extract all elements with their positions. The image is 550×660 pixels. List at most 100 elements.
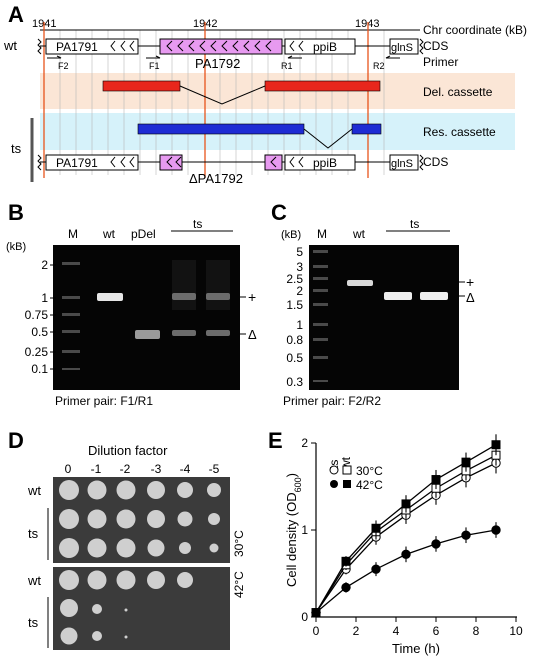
ladder-b bbox=[62, 262, 80, 370]
band-ts2-delta bbox=[206, 330, 230, 336]
legend-marker-wt-42c bbox=[343, 480, 351, 488]
res-cassette-right-arm bbox=[351, 123, 382, 135]
lane-ts-b: ts bbox=[193, 217, 202, 231]
break-left-top bbox=[37, 38, 42, 55]
band-ts2-delta-c bbox=[420, 292, 448, 300]
break-right-top bbox=[419, 38, 424, 55]
legend-marker-wt-30c bbox=[342, 465, 352, 475]
track-label-primer: Primer bbox=[423, 55, 458, 69]
ladder-c-0-5: 0.5 bbox=[286, 351, 303, 365]
break-left-bottom bbox=[37, 154, 42, 171]
ladder-c-1: 1 bbox=[296, 318, 303, 332]
row-label-ts-42c: ts bbox=[28, 615, 39, 630]
lane-m-c: M bbox=[317, 227, 327, 241]
row-label-wt: wt bbox=[3, 38, 17, 53]
panel-a: A 1941 1942 1943 Chr coordinate (kB) bbox=[3, 2, 527, 186]
dilution-4: -4 bbox=[180, 462, 191, 476]
plate-30c bbox=[53, 477, 230, 563]
data-point bbox=[371, 564, 381, 574]
gene-glns-label-bottom: glnS bbox=[391, 158, 413, 170]
data-point bbox=[341, 556, 351, 566]
primer-arrows bbox=[47, 55, 400, 59]
data-point bbox=[491, 525, 501, 535]
data-point bbox=[401, 499, 411, 509]
res-cassette-junction bbox=[303, 128, 353, 149]
data-point bbox=[341, 582, 351, 593]
plus-label-c: + bbox=[466, 274, 474, 290]
smear-ts1 bbox=[172, 260, 196, 310]
ladder-c-0-3: 0.3 bbox=[286, 375, 303, 389]
pa1791-arrows-bottom bbox=[110, 156, 135, 168]
series-wt-30-c bbox=[311, 444, 501, 618]
track-label-cds-bottom: CDS bbox=[423, 155, 448, 169]
lane-wt-c: wt bbox=[352, 227, 366, 241]
x-tick-label: 8 bbox=[473, 624, 480, 638]
del-cassette-left-arm bbox=[102, 80, 181, 92]
data-point bbox=[371, 523, 381, 533]
x-tick-label: 4 bbox=[393, 624, 400, 638]
ladder-c-2-5: 2.5 bbox=[286, 272, 303, 286]
x-axis-label: Time (h) bbox=[392, 641, 440, 656]
gene-pa1792 bbox=[159, 38, 283, 55]
gene-glns-bottom bbox=[389, 154, 419, 171]
ladder-b-1: 1 bbox=[41, 291, 48, 305]
res-cassette-left-arm bbox=[137, 123, 305, 135]
gel-c bbox=[309, 245, 459, 390]
panel-e: E 0 2 4 6 8 10 0 1 2 Cell density (OD600) Time (… bbox=[268, 428, 523, 656]
plus-label-b: + bbox=[248, 289, 256, 305]
y-axis-label: Cell density (OD600) bbox=[284, 473, 303, 587]
track-label-del: Del. cassette bbox=[423, 85, 493, 99]
y-axis-label-sub: 600 bbox=[293, 477, 303, 492]
gene-ppib-label-bottom: ppiB bbox=[313, 156, 337, 170]
break-right-bottom bbox=[419, 154, 424, 171]
y-tick-label: 0 bbox=[301, 610, 308, 624]
primer-r1: R1 bbox=[281, 61, 293, 71]
ladder-c bbox=[313, 250, 328, 382]
gene-pa1791-label-bottom: PA1791 bbox=[56, 156, 98, 170]
del-cassette-right-arm bbox=[264, 80, 381, 92]
caption-c: Primer pair: F2/R2 bbox=[283, 394, 381, 408]
x-tick-label: 2 bbox=[353, 624, 360, 638]
temp-label-42c: 42°C bbox=[232, 571, 246, 598]
delta-pa1792-left bbox=[159, 154, 183, 171]
caption-b: Primer pair: F1/R1 bbox=[55, 394, 153, 408]
ladder-labels-b: 2 1 0.75 0.5 0.25 0.1 bbox=[25, 258, 49, 376]
spots-30c bbox=[59, 480, 221, 558]
legend-header-ts: ts bbox=[327, 460, 341, 469]
delta-label-c: Δ bbox=[466, 290, 475, 305]
band-pdel-delta bbox=[135, 330, 160, 339]
series-ts-42-c bbox=[311, 522, 501, 618]
ladder-b-0-25: 0.25 bbox=[25, 345, 49, 359]
temp-label-30c: 30°C bbox=[232, 530, 246, 557]
axis-ticks: 0 2 4 6 8 10 0 1 2 bbox=[301, 436, 523, 638]
ladder-c-5: 5 bbox=[296, 245, 303, 259]
del-cassette-junction bbox=[179, 85, 266, 105]
data-point bbox=[431, 539, 441, 549]
ladder-c-1-5: 1.5 bbox=[286, 298, 303, 312]
ladder-c-2: 2 bbox=[296, 284, 303, 298]
panel-b: B M wt pDel ts (kB) 2 1 0.75 0.5 bbox=[6, 200, 257, 408]
data-point bbox=[461, 457, 471, 467]
track-label-res: Res. cassette bbox=[423, 125, 496, 139]
dilution-0: 0 bbox=[65, 462, 72, 476]
ladder-c-0-8: 0.8 bbox=[286, 333, 303, 347]
panel-c: C (kB) M wt ts 5 3 2.5 2 1.5 1 0.8 bbox=[271, 200, 475, 408]
legend-marker-ts-42c bbox=[330, 480, 338, 488]
gene-glns-label-top: glnS bbox=[391, 42, 413, 54]
delta-pa1792-right bbox=[264, 154, 283, 171]
panel-c-label: C bbox=[271, 200, 287, 225]
lane-m-b: M bbox=[68, 227, 78, 241]
ppib-arrows-bottom bbox=[289, 156, 304, 168]
row-label-wt-30c: wt bbox=[27, 483, 41, 498]
ladder-b-0-5: 0.5 bbox=[31, 325, 48, 339]
gene-ppib-label-top: ppiB bbox=[313, 40, 337, 54]
dilution-title: Dilution factor bbox=[88, 443, 168, 458]
data-point bbox=[491, 440, 501, 450]
row-label-ts-30c: ts bbox=[28, 526, 39, 541]
data-point bbox=[311, 607, 321, 618]
panel-e-label: E bbox=[268, 428, 283, 453]
gene-glns-top bbox=[389, 38, 419, 55]
dilution-1: -1 bbox=[91, 462, 102, 476]
panel-d-label: D bbox=[8, 428, 24, 453]
unit-b: (kB) bbox=[6, 241, 26, 253]
